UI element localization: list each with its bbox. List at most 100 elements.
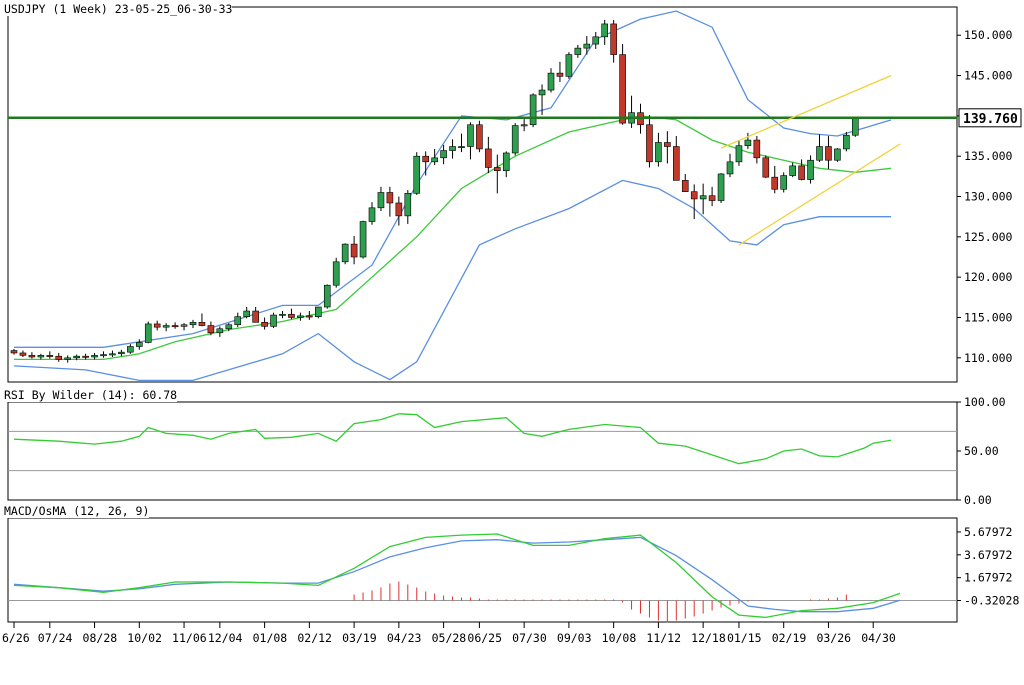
macd-y-tick-label: 5.67972 — [964, 525, 1012, 539]
candle-body — [243, 310, 250, 317]
candle-body — [780, 175, 788, 190]
candle-body — [825, 146, 832, 161]
price-y-tick-label: 115.000 — [964, 310, 1013, 324]
macd-frame — [7, 517, 958, 623]
channel-upper-line — [720, 74, 892, 149]
rsi-y-tick-label: 0.00 — [964, 493, 992, 507]
candle-body — [511, 125, 519, 154]
rsi-title: RSI By Wilder (14): 60.78 — [4, 388, 178, 402]
candle-body — [395, 202, 403, 217]
x-tick-label: 07/24 — [38, 631, 73, 645]
candle-body — [431, 157, 438, 163]
macd-panel: 5.67972 3.67972 1.67972 -0.32028 — [7, 517, 1019, 623]
x-tick-label: 08/28 — [83, 631, 118, 645]
candle-body — [359, 221, 367, 258]
macd-title: MACD/OsMA (12, 26, 9) — [4, 504, 150, 518]
candle-body — [556, 72, 564, 77]
candle-body — [261, 322, 268, 327]
candle-body — [762, 157, 770, 178]
price-y-tick-label: 145.000 — [964, 69, 1013, 83]
current-price-label: 139.760 — [963, 112, 1018, 127]
bollinger-lower-band — [13, 179, 892, 382]
x-tick-label: 06/25 — [467, 631, 502, 645]
candle-body — [19, 352, 27, 356]
candle-body — [144, 323, 152, 343]
candle-body — [270, 314, 277, 327]
candle-body — [153, 323, 161, 328]
candle-body — [681, 180, 689, 192]
candle-body — [118, 351, 125, 355]
bollinger-upper-band — [14, 10, 892, 348]
candle-body — [592, 36, 600, 45]
candle-body — [735, 145, 743, 163]
candle-body — [699, 195, 707, 200]
x-tick-label: 11/06 — [172, 631, 207, 645]
candle-body — [64, 357, 71, 360]
candle-body — [485, 148, 492, 168]
rsi-line — [13, 413, 892, 465]
candle-body — [422, 155, 430, 163]
candle-body — [225, 324, 233, 330]
rsi-y-tick-label: 100.00 — [964, 395, 1006, 409]
candle-body — [574, 47, 582, 55]
candle-body — [565, 54, 573, 77]
candle-body — [332, 261, 340, 286]
candle-body — [467, 124, 474, 147]
candle-body — [91, 355, 98, 358]
candle-body — [100, 354, 107, 357]
x-tick-label: 12/18 — [691, 631, 726, 645]
x-tick-label: 03/26 — [816, 631, 851, 645]
x-tick-label: 01/15 — [727, 631, 762, 645]
candle-body — [771, 176, 779, 190]
x-tick-label: 01/08 — [253, 631, 288, 645]
candle-body — [440, 150, 447, 159]
candle-body — [744, 139, 752, 147]
candle-body — [816, 146, 823, 161]
x-tick-label: 10/02 — [127, 631, 162, 645]
candle-body — [601, 23, 609, 38]
candle-body — [726, 161, 734, 175]
x-tick-label: 04/30 — [861, 631, 896, 645]
candle-body — [341, 243, 349, 263]
x-tick-label: 04/23 — [387, 631, 422, 645]
candle-body — [547, 72, 555, 91]
rsi-y-tick-label: 50.00 — [964, 444, 999, 458]
candle-body — [583, 43, 591, 49]
x-tick-label: 02/19 — [772, 631, 807, 645]
candle-body — [646, 124, 653, 163]
candle-body — [502, 152, 510, 172]
rsi-frame — [7, 401, 958, 501]
candle-body — [619, 54, 626, 124]
candle-body — [413, 155, 421, 194]
candle-body — [288, 313, 295, 318]
x-tick-label: 6/26 — [2, 631, 30, 645]
rsi-panel: 100.00 50.00 0.00 — [7, 395, 1006, 507]
macd-y-tick-label: 1.67972 — [964, 571, 1012, 585]
x-tick-label: 05/28 — [432, 631, 467, 645]
candle-body — [55, 355, 63, 360]
price-y-tick-label: 125.000 — [964, 230, 1013, 244]
candle-body — [73, 355, 80, 359]
candle-body — [386, 192, 394, 204]
price-y-tick-label: 135.000 — [964, 149, 1013, 163]
candle-body — [10, 350, 18, 354]
candle-body — [171, 325, 179, 328]
x-tick-label: 09/03 — [557, 631, 592, 645]
x-axis: 6/26 07/24 08/28 10/02 11/06 12/04 01/08 02/12 0… — [2, 622, 896, 645]
candle-body — [46, 355, 54, 357]
candle-body — [449, 146, 456, 151]
candle-body — [529, 94, 537, 126]
candle-body — [610, 23, 617, 55]
candle-body — [279, 313, 286, 316]
candle-body — [109, 353, 116, 356]
candle-body — [368, 207, 376, 222]
candle-body — [136, 342, 143, 347]
candle-body — [207, 325, 215, 334]
candle-body — [789, 165, 796, 176]
macd-y-tick-label: -0.32028 — [964, 594, 1019, 608]
price-y-tick-label: 150.000 — [964, 28, 1013, 42]
chart-title: USDJPY (1 Week) 23-05-25_06-30-33 — [4, 2, 233, 16]
candle-body — [834, 148, 841, 161]
x-tick-label: 07/30 — [512, 631, 547, 645]
